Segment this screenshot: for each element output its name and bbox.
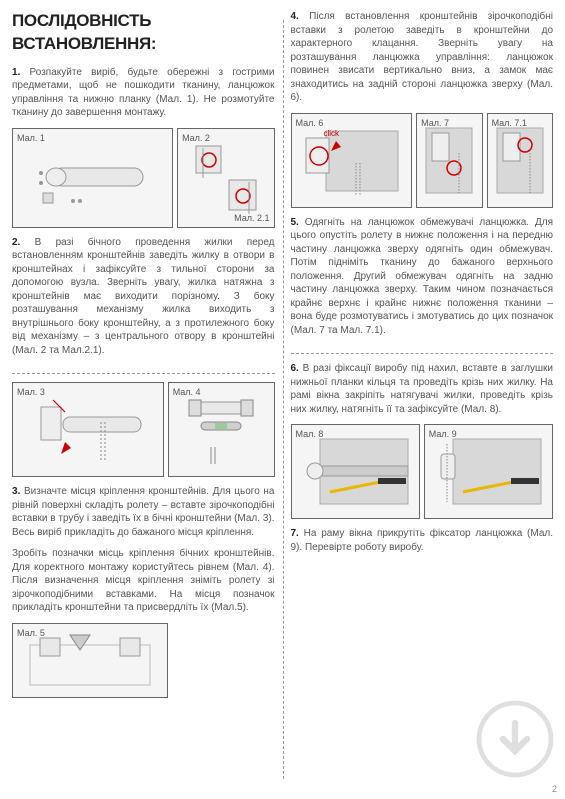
fig-3-label: Мал. 3 [17,386,45,398]
fig-4-illustration [181,392,261,467]
step-3b-text: Зробіть позначки місць кріплення бічних … [12,548,275,613]
fig-4-label: Мал. 4 [173,386,201,398]
figure-2: Мал. 2 Мал. 2.1 [177,128,274,228]
step-3: 3. Визначте місця кріплення кронштейнів.… [12,485,275,539]
figure-9: Мал. 9 [424,424,553,519]
step-2-text: В разі бічного проведення жилки перед вс… [12,237,275,356]
step-4-text: Після встановлення кронштейнів зірочкопо… [291,11,554,103]
divider-h1 [12,373,275,374]
fig-row-1: Мал. 1 Мал. 2 Мал. 2.1 [12,128,275,228]
figure-1: Мал. 1 [12,128,173,228]
fig-2-illustration [191,138,261,218]
page-number: 2 [552,783,557,795]
fig-21-label: Мал. 2.1 [234,212,269,224]
step-1: 1. Розпакуйте виріб, будьте обережні з г… [12,66,275,120]
left-column: ПОСЛІДОВНІСТЬ ВСТАНОВЛЕННЯ: 1. Розпакуйт… [0,0,283,799]
figure-6: Мал. 6 click [291,113,413,208]
step-5: 5. Одягніть на ланцюжок обмежувачі ланцю… [291,216,554,338]
fig-1-illustration [38,143,148,213]
step-4: 4. Після встановлення кронштейнів зірочк… [291,10,554,105]
step-2: 2. В разі бічного проведення жилки перед… [12,236,275,358]
step-7-text: На раму вікна прикрутіть фіксатор ланцюж… [291,528,554,553]
step-1-text: Розпакуйте виріб, будьте обережні з гост… [12,67,275,119]
fig-9-label: Мал. 9 [429,428,457,440]
fig-6-label: Мал. 6 [296,117,324,129]
figure-3: Мал. 3 [12,382,164,477]
watermark-icon [475,699,555,779]
fig-9-illustration [433,434,543,509]
figure-5: Мал. 5 [12,623,168,698]
fig-5-illustration [25,630,155,690]
right-column: 4. Після встановлення кронштейнів зірочк… [283,0,565,799]
fig-8-illustration [300,434,410,509]
fig-row-2: Мал. 3 Мал. 4 [12,382,275,477]
fig-5-label: Мал. 5 [17,627,45,639]
fig-2-label: Мал. 2 [182,132,210,144]
vertical-divider [283,20,284,779]
step-6-text: В разі фіксації виробу під нахил, вставт… [291,363,554,415]
page-title: ПОСЛІДОВНІСТЬ ВСТАНОВЛЕННЯ: [12,10,275,56]
fig-8-label: Мал. 8 [296,428,324,440]
fig-row-3: Мал. 5 [12,623,275,698]
figure-71: Мал. 7.1 [487,113,553,208]
fig-7-illustration [424,123,474,198]
step-6: 6. В разі фіксації виробу під нахил, вст… [291,362,554,416]
divider-h2 [291,353,554,354]
click-label: click [324,129,340,140]
fig-71-label: Мал. 7.1 [492,117,527,129]
figure-7: Мал. 7 [416,113,482,208]
figure-8: Мал. 8 [291,424,420,519]
figure-4: Мал. 4 [168,382,275,477]
step-3-text: Визначте місця кріплення кронштейнів. Дл… [12,486,275,538]
fig-1-label: Мал. 1 [17,132,45,144]
step-3b: Зробіть позначки місць кріплення бічних … [12,547,275,615]
step-5-text: Одягніть на ланцюжок обмежувачі ланцюжка… [291,217,554,336]
step-7: 7. На раму вікна прикрутіть фіксатор лан… [291,527,554,554]
fig-7-label: Мал. 7 [421,117,449,129]
fig-6-illustration [301,123,401,198]
fig-row-5: Мал. 8 Мал. 9 [291,424,554,519]
fig-row-4: Мал. 6 click Мал. 7 [291,113,554,208]
fig-3-illustration [33,392,143,467]
fig-71-illustration [495,123,545,198]
